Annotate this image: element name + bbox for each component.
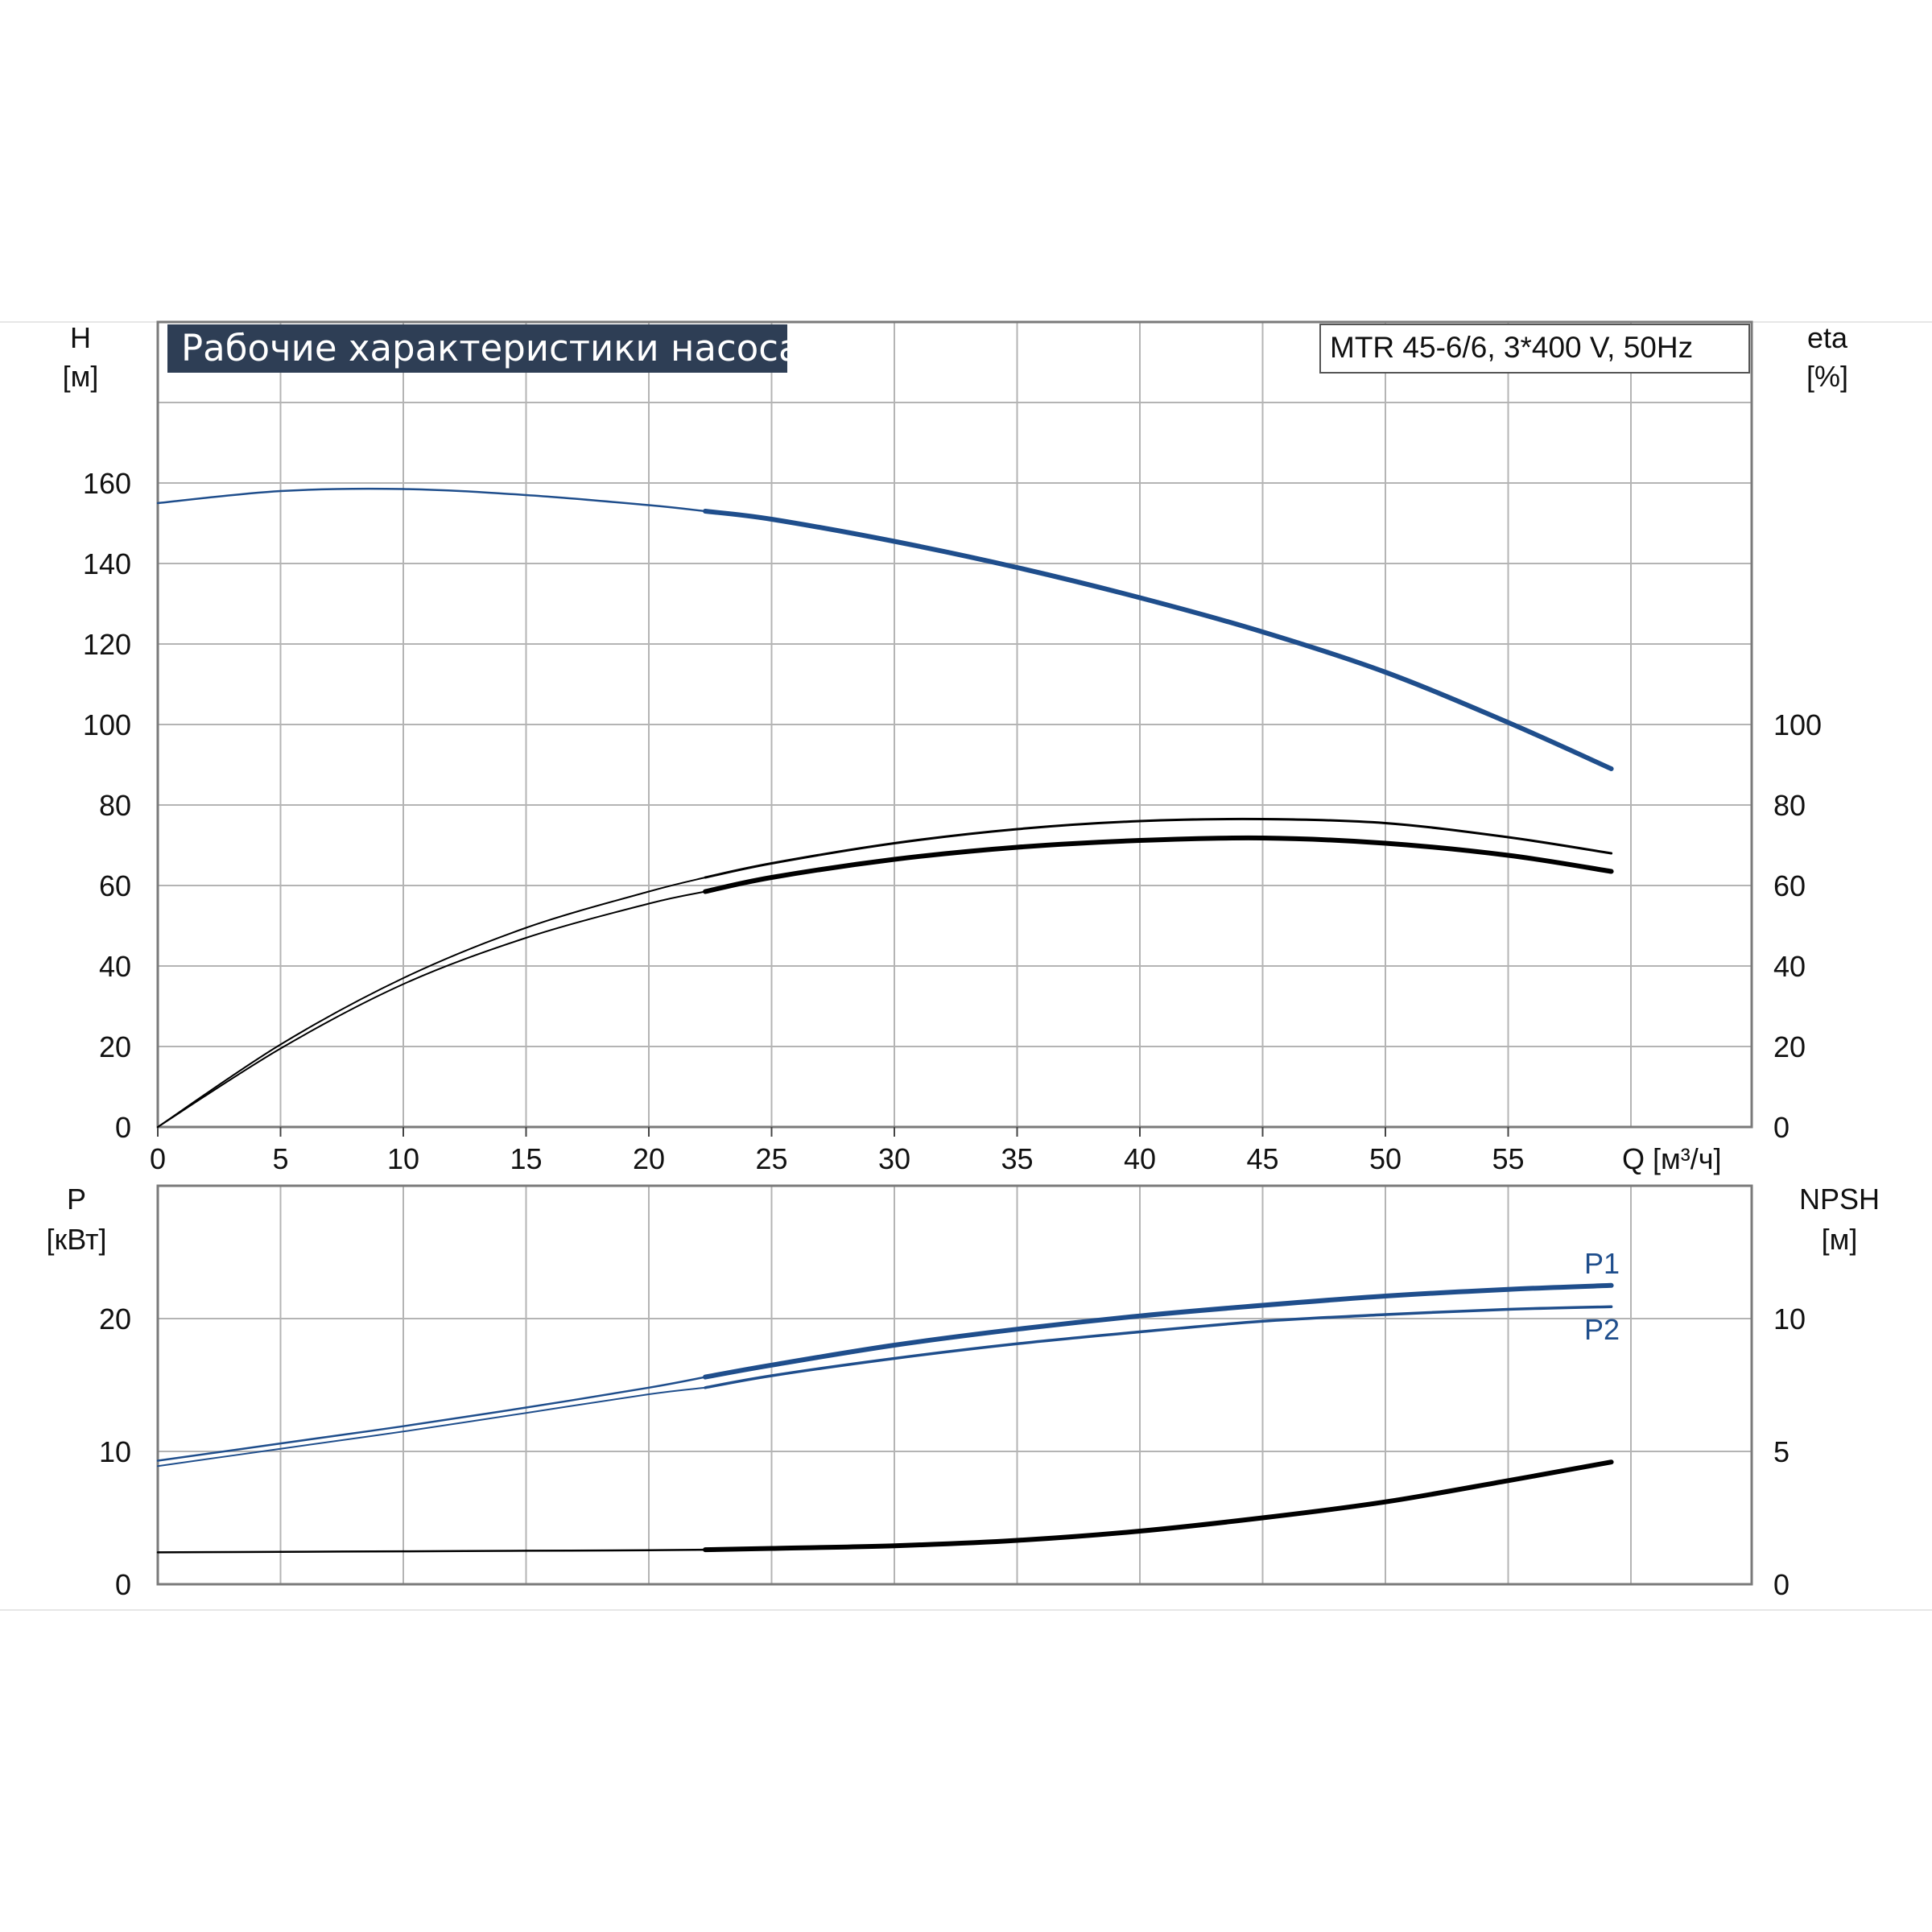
x-tick-label: 55 <box>1492 1142 1524 1175</box>
p1-label: P1 <box>1584 1247 1620 1280</box>
bottom-grid <box>158 1186 1752 1584</box>
bottom-left-axis-name: P <box>67 1183 86 1216</box>
efficiency-curve-1 <box>704 817 1613 879</box>
y-right-tick-label: 60 <box>1773 869 1806 902</box>
x-tick-label: 50 <box>1369 1142 1402 1175</box>
y-right-tick-label: 100 <box>1773 708 1822 741</box>
x-tick-label: 10 <box>387 1142 419 1175</box>
x-tick-label: 30 <box>878 1142 910 1175</box>
y-left-tick-label: 160 <box>83 467 131 500</box>
x-tick-label: 25 <box>755 1142 787 1175</box>
y-left-tick-label: 20 <box>99 1030 131 1063</box>
y-left-tick-label: 80 <box>99 789 131 822</box>
curves <box>156 487 1614 1554</box>
p1-curve-thin <box>156 1376 707 1462</box>
npsh-curve <box>703 1459 1614 1553</box>
top-right-axis-name: eta <box>1807 321 1848 354</box>
x-tick-label: 0 <box>150 1142 166 1175</box>
series-labels: P1 P2 <box>1584 1247 1620 1346</box>
efficiency-curve-2 <box>703 835 1614 894</box>
y-left-tick-label: 140 <box>83 547 131 580</box>
bottom-right-axis-name: NPSH <box>1799 1183 1880 1216</box>
y-left-tick-label: 0 <box>115 1111 131 1144</box>
p2-curve-thin <box>157 1386 707 1468</box>
x-tick-label: 40 <box>1124 1142 1156 1175</box>
top-plot-frame <box>156 320 1753 1129</box>
p2-label: P2 <box>1584 1313 1620 1346</box>
x-axis-label: Q [м³/ч] <box>1622 1142 1722 1175</box>
tick-labels: 0 5 10 15 20 25 30 35 40 45 50 55020406080100120140… <box>83 467 1822 1601</box>
efficiency-curve-1-thin <box>157 877 707 1128</box>
x-tick-label: 45 <box>1246 1142 1278 1175</box>
y-left-tick-label: 60 <box>99 869 131 902</box>
y-right-tick-label: 20 <box>1773 1030 1806 1063</box>
p1-curve <box>703 1282 1614 1380</box>
top-left-axis-name: H <box>70 321 91 354</box>
head-curve <box>703 509 1614 771</box>
bottom-left-axis-unit: [кВт] <box>46 1223 106 1256</box>
y-left-tick-label: 120 <box>83 628 131 661</box>
x-tick-label: 5 <box>272 1142 288 1175</box>
top-left-axis-unit: [м] <box>63 360 99 393</box>
head-curve-thin <box>156 487 707 513</box>
bottom-right-axis-unit: [м] <box>1822 1223 1858 1256</box>
x-tick-label: 20 <box>633 1142 665 1175</box>
chart-title: Рабочие характеристики насоса <box>181 327 801 369</box>
y-left-tick-label: 40 <box>99 950 131 983</box>
bottom-plot-frame <box>156 1184 1753 1586</box>
p-tick-label: 20 <box>99 1302 131 1335</box>
npsh-tick-label: 5 <box>1773 1435 1790 1468</box>
x-tick-label: 35 <box>1001 1142 1033 1175</box>
y-left-tick-label: 100 <box>83 708 131 741</box>
npsh-curve-thin <box>156 1548 707 1554</box>
efficiency-curve-2-thin <box>157 890 707 1128</box>
npsh-tick-label: 0 <box>1773 1568 1790 1601</box>
y-right-tick-label: 80 <box>1773 789 1806 822</box>
y-right-tick-label: 0 <box>1773 1111 1790 1144</box>
p-tick-label: 10 <box>99 1435 131 1468</box>
y-right-tick-label: 40 <box>1773 950 1806 983</box>
p2-curve <box>704 1305 1613 1389</box>
npsh-tick-label: 10 <box>1773 1302 1806 1335</box>
title-box <box>167 324 787 373</box>
p-tick-label: 0 <box>115 1568 131 1601</box>
model-label: MTR 45-6/6, 3*400 V, 50Hz <box>1330 331 1693 364</box>
model-box <box>1319 324 1750 374</box>
x-tick-label: 15 <box>510 1142 542 1175</box>
top-right-axis-unit: [%] <box>1806 360 1848 393</box>
